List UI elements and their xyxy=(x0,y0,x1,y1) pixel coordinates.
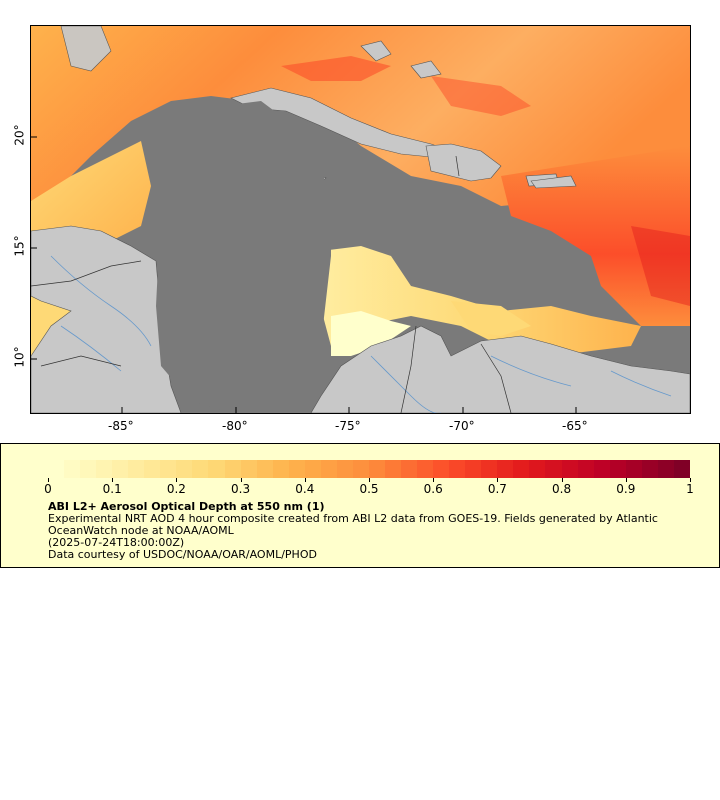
colorbar-step xyxy=(96,460,113,478)
colorbar-tick-label: 0.1 xyxy=(102,482,122,496)
legend-timestamp: (2025-07-24T18:00:00Z) xyxy=(48,536,185,549)
colorbar-step xyxy=(384,460,402,478)
colorbar-step xyxy=(641,460,658,478)
colorbar-step xyxy=(320,460,337,478)
colorbar-step xyxy=(433,460,450,478)
colorbar-step xyxy=(625,460,642,478)
colorbar-step xyxy=(352,460,369,478)
colorbar-step xyxy=(545,460,562,478)
colorbar-tickmark xyxy=(48,478,49,482)
colorbar-step xyxy=(288,460,305,478)
lon-label-85w: -85° xyxy=(108,419,134,433)
colorbar-tickmark xyxy=(625,478,627,482)
colorbar-step xyxy=(401,460,418,478)
colorbar-step xyxy=(368,460,385,478)
colorbar-step xyxy=(144,460,161,478)
colorbar-step xyxy=(208,460,225,478)
colorbar-tick-label: 0.8 xyxy=(552,482,572,496)
colorbar-step xyxy=(657,460,674,478)
colorbar-step xyxy=(417,460,434,478)
legend-panel: ABI L2+ Aerosol Optical Depth at 550 nm … xyxy=(0,443,720,568)
aod-field xyxy=(31,26,690,413)
colorbar-step xyxy=(160,460,177,478)
colorbar-step xyxy=(256,460,273,478)
colorbar-step xyxy=(497,460,514,478)
colorbar-tick-label: 0.4 xyxy=(295,482,315,496)
colorbar-step xyxy=(128,460,145,478)
colorbar-step xyxy=(673,460,690,478)
colorbar-step xyxy=(577,460,594,478)
colorbar-step xyxy=(192,460,209,478)
colorbar-step xyxy=(465,460,482,478)
colorbar-tick-label: 0.5 xyxy=(359,482,379,496)
lon-label-70w: -70° xyxy=(449,419,475,433)
colorbar-step xyxy=(272,460,289,478)
colorbar xyxy=(48,460,690,478)
colorbar-step xyxy=(609,460,626,478)
colorbar-step xyxy=(112,460,129,478)
legend-credit: Data courtesy of USDOC/NOAA/OAR/AOML/PHO… xyxy=(48,548,317,561)
lon-label-65w: -65° xyxy=(562,419,588,433)
colorbar-tick-label: 0.7 xyxy=(487,482,507,496)
colorbar-tickmark xyxy=(240,478,242,482)
colorbar-tickmark xyxy=(690,478,691,482)
masked-central-caribbean xyxy=(156,101,331,413)
borders xyxy=(31,155,512,413)
colorbar-tickmark xyxy=(176,478,178,482)
colorbar-tick-label: 0.3 xyxy=(231,482,251,496)
colorbar-tickmark xyxy=(497,478,499,482)
colorbar-tickmark xyxy=(112,478,114,482)
legend-title: ABI L2+ Aerosol Optical Depth at 550 nm … xyxy=(48,500,325,513)
colorbar-tick-label: 1 xyxy=(686,482,694,496)
axis-ticks xyxy=(31,136,577,413)
map-panel[interactable] xyxy=(30,25,691,414)
colorbar-tick-label: 0.2 xyxy=(166,482,186,496)
colorbar-step xyxy=(48,460,65,478)
lon-label-80w: -80° xyxy=(222,419,248,433)
colorbar-step xyxy=(80,460,97,478)
aod-map xyxy=(31,26,690,413)
lon-label-75w: -75° xyxy=(335,419,361,433)
colorbar-step xyxy=(449,460,466,478)
colorbar-tick-label: 0 xyxy=(44,482,52,496)
colorbar-tickmark xyxy=(304,478,306,482)
lat-label-15: 15° xyxy=(12,235,27,257)
colorbar-step xyxy=(336,460,353,478)
colorbar-step xyxy=(593,460,610,478)
colorbar-tick-label: 0.9 xyxy=(616,482,636,496)
colorbar-tick-label: 0.6 xyxy=(423,482,443,496)
colorbar-step xyxy=(64,460,81,478)
colorbar-step xyxy=(240,460,257,478)
colorbar-tickmark xyxy=(369,478,370,482)
colorbar-step xyxy=(561,460,578,478)
colorbar-step xyxy=(304,460,321,478)
colorbar-step xyxy=(176,460,193,478)
legend-description: Experimental NRT AOD 4 hour composite cr… xyxy=(48,512,658,537)
rivers xyxy=(50,255,672,413)
colorbar-step xyxy=(529,460,546,478)
lat-label-20: 20° xyxy=(12,124,27,146)
colorbar-step xyxy=(224,460,241,478)
lat-label-10: 10° xyxy=(12,346,27,368)
colorbar-tickmark xyxy=(433,478,435,482)
colorbar-tickmark xyxy=(561,478,563,482)
colorbar-step xyxy=(513,460,530,478)
colorbar-step xyxy=(481,460,498,478)
